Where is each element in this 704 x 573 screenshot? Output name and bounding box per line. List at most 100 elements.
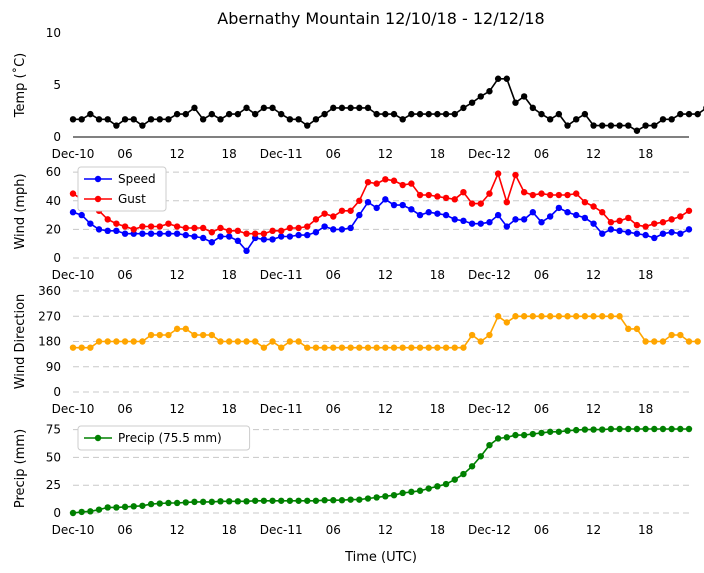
- x-tick-label: 18: [430, 523, 445, 537]
- data-point: [442, 344, 450, 351]
- x-tick-label: Dec-11: [260, 402, 303, 416]
- data-point: [390, 177, 398, 184]
- data-point: [486, 88, 493, 95]
- data-point: [156, 223, 163, 230]
- data-point: [382, 196, 389, 203]
- x-tick-label: 06: [117, 523, 132, 537]
- data-point: [173, 110, 181, 118]
- data-point: [338, 207, 346, 214]
- data-point: [278, 110, 285, 118]
- data-point: [130, 226, 137, 233]
- x-tick-label: 18: [638, 523, 653, 537]
- data-point: [78, 116, 85, 123]
- data-point: [460, 344, 467, 351]
- data-point: [451, 110, 458, 118]
- data-point: [173, 499, 181, 507]
- data-point: [330, 226, 337, 233]
- data-point: [677, 331, 684, 339]
- data-point: [225, 110, 233, 118]
- data-point: [616, 227, 623, 235]
- data-point: [668, 216, 675, 223]
- data-point: [286, 224, 294, 232]
- data-point: [234, 498, 242, 505]
- data-point: [468, 200, 476, 207]
- data-point: [468, 99, 476, 106]
- data-point: [382, 344, 389, 351]
- data-point: [451, 196, 458, 203]
- data-point: [529, 313, 537, 320]
- data-point: [243, 498, 250, 505]
- data-point: [208, 110, 216, 118]
- data-point: [494, 313, 502, 320]
- data-point: [260, 344, 268, 351]
- data-point: [390, 110, 398, 118]
- data-point: [581, 426, 589, 433]
- data-point: [520, 188, 528, 196]
- data-point: [356, 104, 363, 112]
- x-tick-label: 18: [430, 402, 445, 416]
- data-point: [260, 497, 268, 504]
- data-point: [121, 116, 129, 123]
- data-point: [503, 319, 511, 326]
- data-point: [199, 498, 207, 506]
- data-point: [607, 226, 615, 233]
- x-tick-label: 12: [169, 268, 184, 282]
- data-point: [364, 199, 372, 206]
- data-point: [599, 313, 606, 320]
- data-point: [668, 331, 675, 339]
- data-point: [286, 338, 294, 345]
- data-point: [121, 230, 129, 237]
- data-point: [590, 426, 597, 433]
- data-point: [625, 425, 632, 433]
- data-point: [295, 338, 302, 345]
- data-point: [78, 344, 85, 351]
- data-point: [191, 224, 198, 232]
- data-point: [217, 116, 224, 123]
- data-point: [208, 239, 216, 246]
- data-point: [330, 213, 337, 220]
- data-point: [251, 338, 259, 345]
- data-point: [477, 93, 484, 100]
- data-point: [330, 344, 337, 351]
- data-point: [503, 434, 511, 441]
- data-point: [390, 344, 398, 351]
- data-point: [234, 227, 242, 235]
- data-point: [477, 200, 484, 207]
- data-point: [147, 116, 155, 123]
- y-tick-label: 0: [53, 506, 61, 520]
- data-point: [147, 331, 155, 339]
- data-point: [243, 230, 250, 237]
- data-point: [312, 344, 320, 351]
- data-point: [295, 116, 302, 123]
- data-point: [512, 431, 519, 439]
- x-tick-label: Dec-10: [52, 268, 95, 282]
- data-point: [269, 236, 276, 243]
- x-tick-label: 12: [586, 523, 601, 537]
- data-point: [243, 247, 250, 255]
- data-point: [295, 224, 302, 232]
- data-point: [347, 104, 354, 112]
- data-point: [546, 313, 554, 320]
- data-point: [69, 509, 77, 517]
- data-point: [434, 210, 441, 217]
- data-point: [390, 201, 398, 209]
- data-point: [468, 220, 476, 227]
- data-point: [512, 216, 519, 223]
- data-point: [555, 428, 563, 435]
- y-tick-label: 20: [46, 222, 61, 236]
- data-point: [694, 338, 701, 345]
- x-tick-label: 18: [430, 147, 445, 161]
- data-point: [251, 230, 259, 237]
- data-point: [651, 234, 658, 242]
- data-point: [347, 207, 354, 214]
- data-point: [616, 425, 623, 433]
- data-point: [312, 116, 320, 123]
- data-point: [269, 104, 276, 112]
- data-point: [208, 229, 216, 236]
- data-point: [668, 229, 675, 236]
- data-point: [338, 344, 346, 351]
- data-point: [217, 498, 224, 505]
- data-point: [69, 116, 77, 123]
- data-point: [321, 344, 328, 351]
- data-point: [225, 498, 233, 505]
